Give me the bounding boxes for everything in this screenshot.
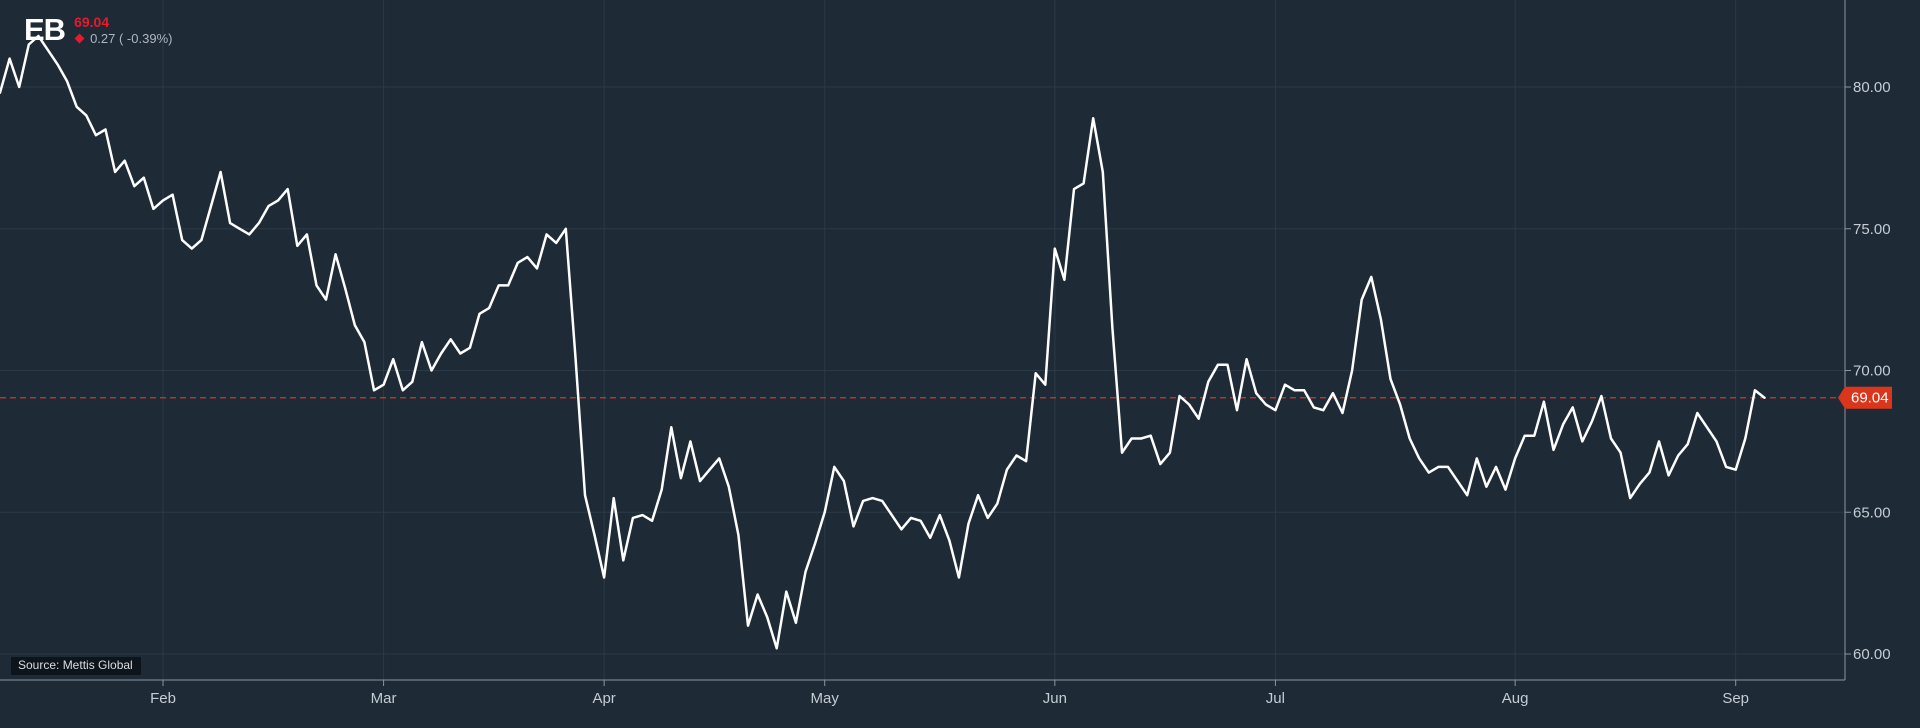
last-price-badge-label: 69.04 [1851, 390, 1889, 407]
y-tick-label: 65.00 [1853, 504, 1891, 521]
horizontal-gridlines [0, 86, 1845, 655]
price-change: 0.27 ( -0.39%) [74, 30, 172, 47]
last-price-badge [1838, 386, 1892, 409]
x-axis-ticks: Feb Mar Apr May Jun Jul Aug Sep [150, 680, 1749, 707]
x-tick-label: Feb [150, 690, 176, 707]
price-series [0, 34, 1766, 650]
last-price-marker: 69.04 [1838, 386, 1892, 409]
x-tick-label: Apr [592, 690, 615, 707]
down-diamond-icon [74, 33, 85, 44]
x-tick-label: Jul [1266, 690, 1285, 707]
x-tick-label: Mar [371, 690, 397, 707]
x-tick-label: Aug [1502, 690, 1529, 707]
ticker-symbol: EB [24, 12, 66, 47]
y-tick-label: 60.00 [1853, 646, 1891, 663]
y-axis-ticks: 60.00 65.00 70.00 75.00 80.00 [1845, 79, 1891, 663]
axes [0, 0, 1846, 681]
x-tick-label: Sep [1722, 690, 1749, 707]
x-tick-label: Jun [1043, 690, 1067, 707]
y-tick-label: 75.00 [1853, 221, 1891, 238]
price-line [0, 34, 1766, 650]
source-label: Source: Mettis Global [11, 657, 141, 675]
quote-values: 69.04 0.27 ( -0.39%) [74, 14, 172, 47]
vertical-gridlines [162, 0, 1737, 680]
y-tick-label: 70.00 [1853, 363, 1891, 380]
quote-header: EB 69.04 0.27 ( -0.39%) [24, 12, 172, 48]
y-tick-label: 80.00 [1853, 79, 1891, 96]
price-change-text: 0.27 ( -0.39%) [90, 31, 173, 46]
last-price: 69.04 [74, 14, 110, 30]
x-tick-label: May [811, 690, 840, 707]
